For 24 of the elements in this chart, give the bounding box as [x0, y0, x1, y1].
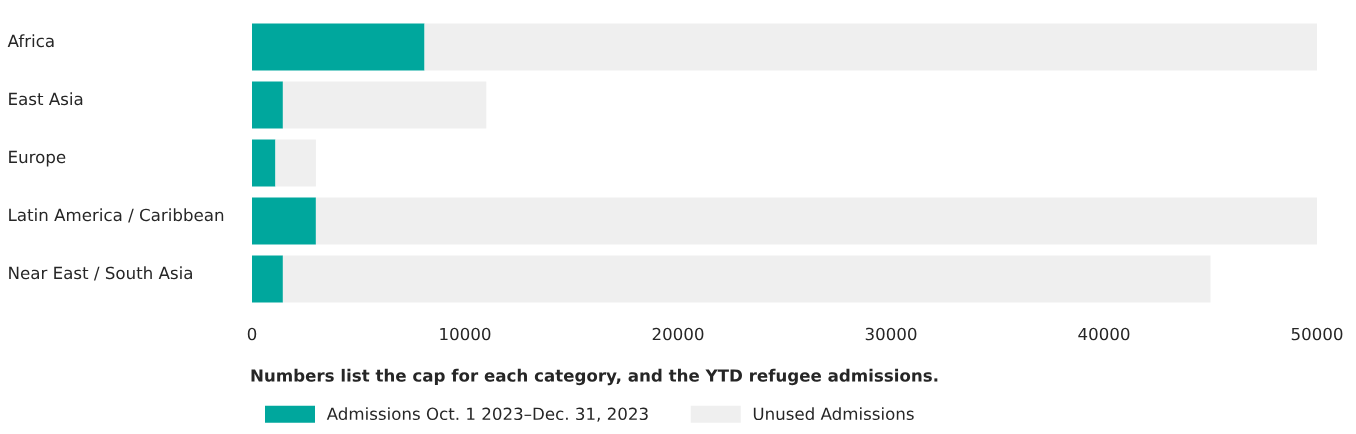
- x-tick-label: 10000: [440, 327, 491, 341]
- x-tick-label: 20000: [652, 327, 704, 341]
- y-tick-label: Latin America / Caribbean: [9, 208, 224, 223]
- bar: [252, 197, 316, 245]
- bar: [424, 23, 1317, 71]
- legend-label: Admissions Oct. 1 2023–Dec. 31, 2023: [326, 407, 648, 422]
- y-tick-label: Near East / South Asia: [9, 266, 192, 281]
- x-tick-label: 50000: [1291, 327, 1343, 341]
- bar: [315, 197, 1317, 245]
- bar: [252, 255, 283, 303]
- y-tick-label: East Asia: [9, 92, 83, 106]
- x-tick-label: 30000: [865, 327, 917, 341]
- bar: [275, 139, 316, 187]
- text: Numbers list the cap for each category, and the YTD refugee admissions.: [251, 368, 938, 386]
- bar: [282, 255, 1211, 303]
- y-tick-label: Europe: [9, 150, 66, 167]
- x-tick-label: 40000: [1078, 327, 1130, 341]
- bar: [282, 81, 487, 129]
- x-tick-label: 0: [247, 327, 257, 341]
- bar: [252, 139, 276, 187]
- bar: [252, 81, 283, 129]
- y-tick-label: Africa: [7, 34, 54, 48]
- bar: [252, 23, 425, 71]
- legend-label: Unused Admissions: [753, 407, 914, 421]
